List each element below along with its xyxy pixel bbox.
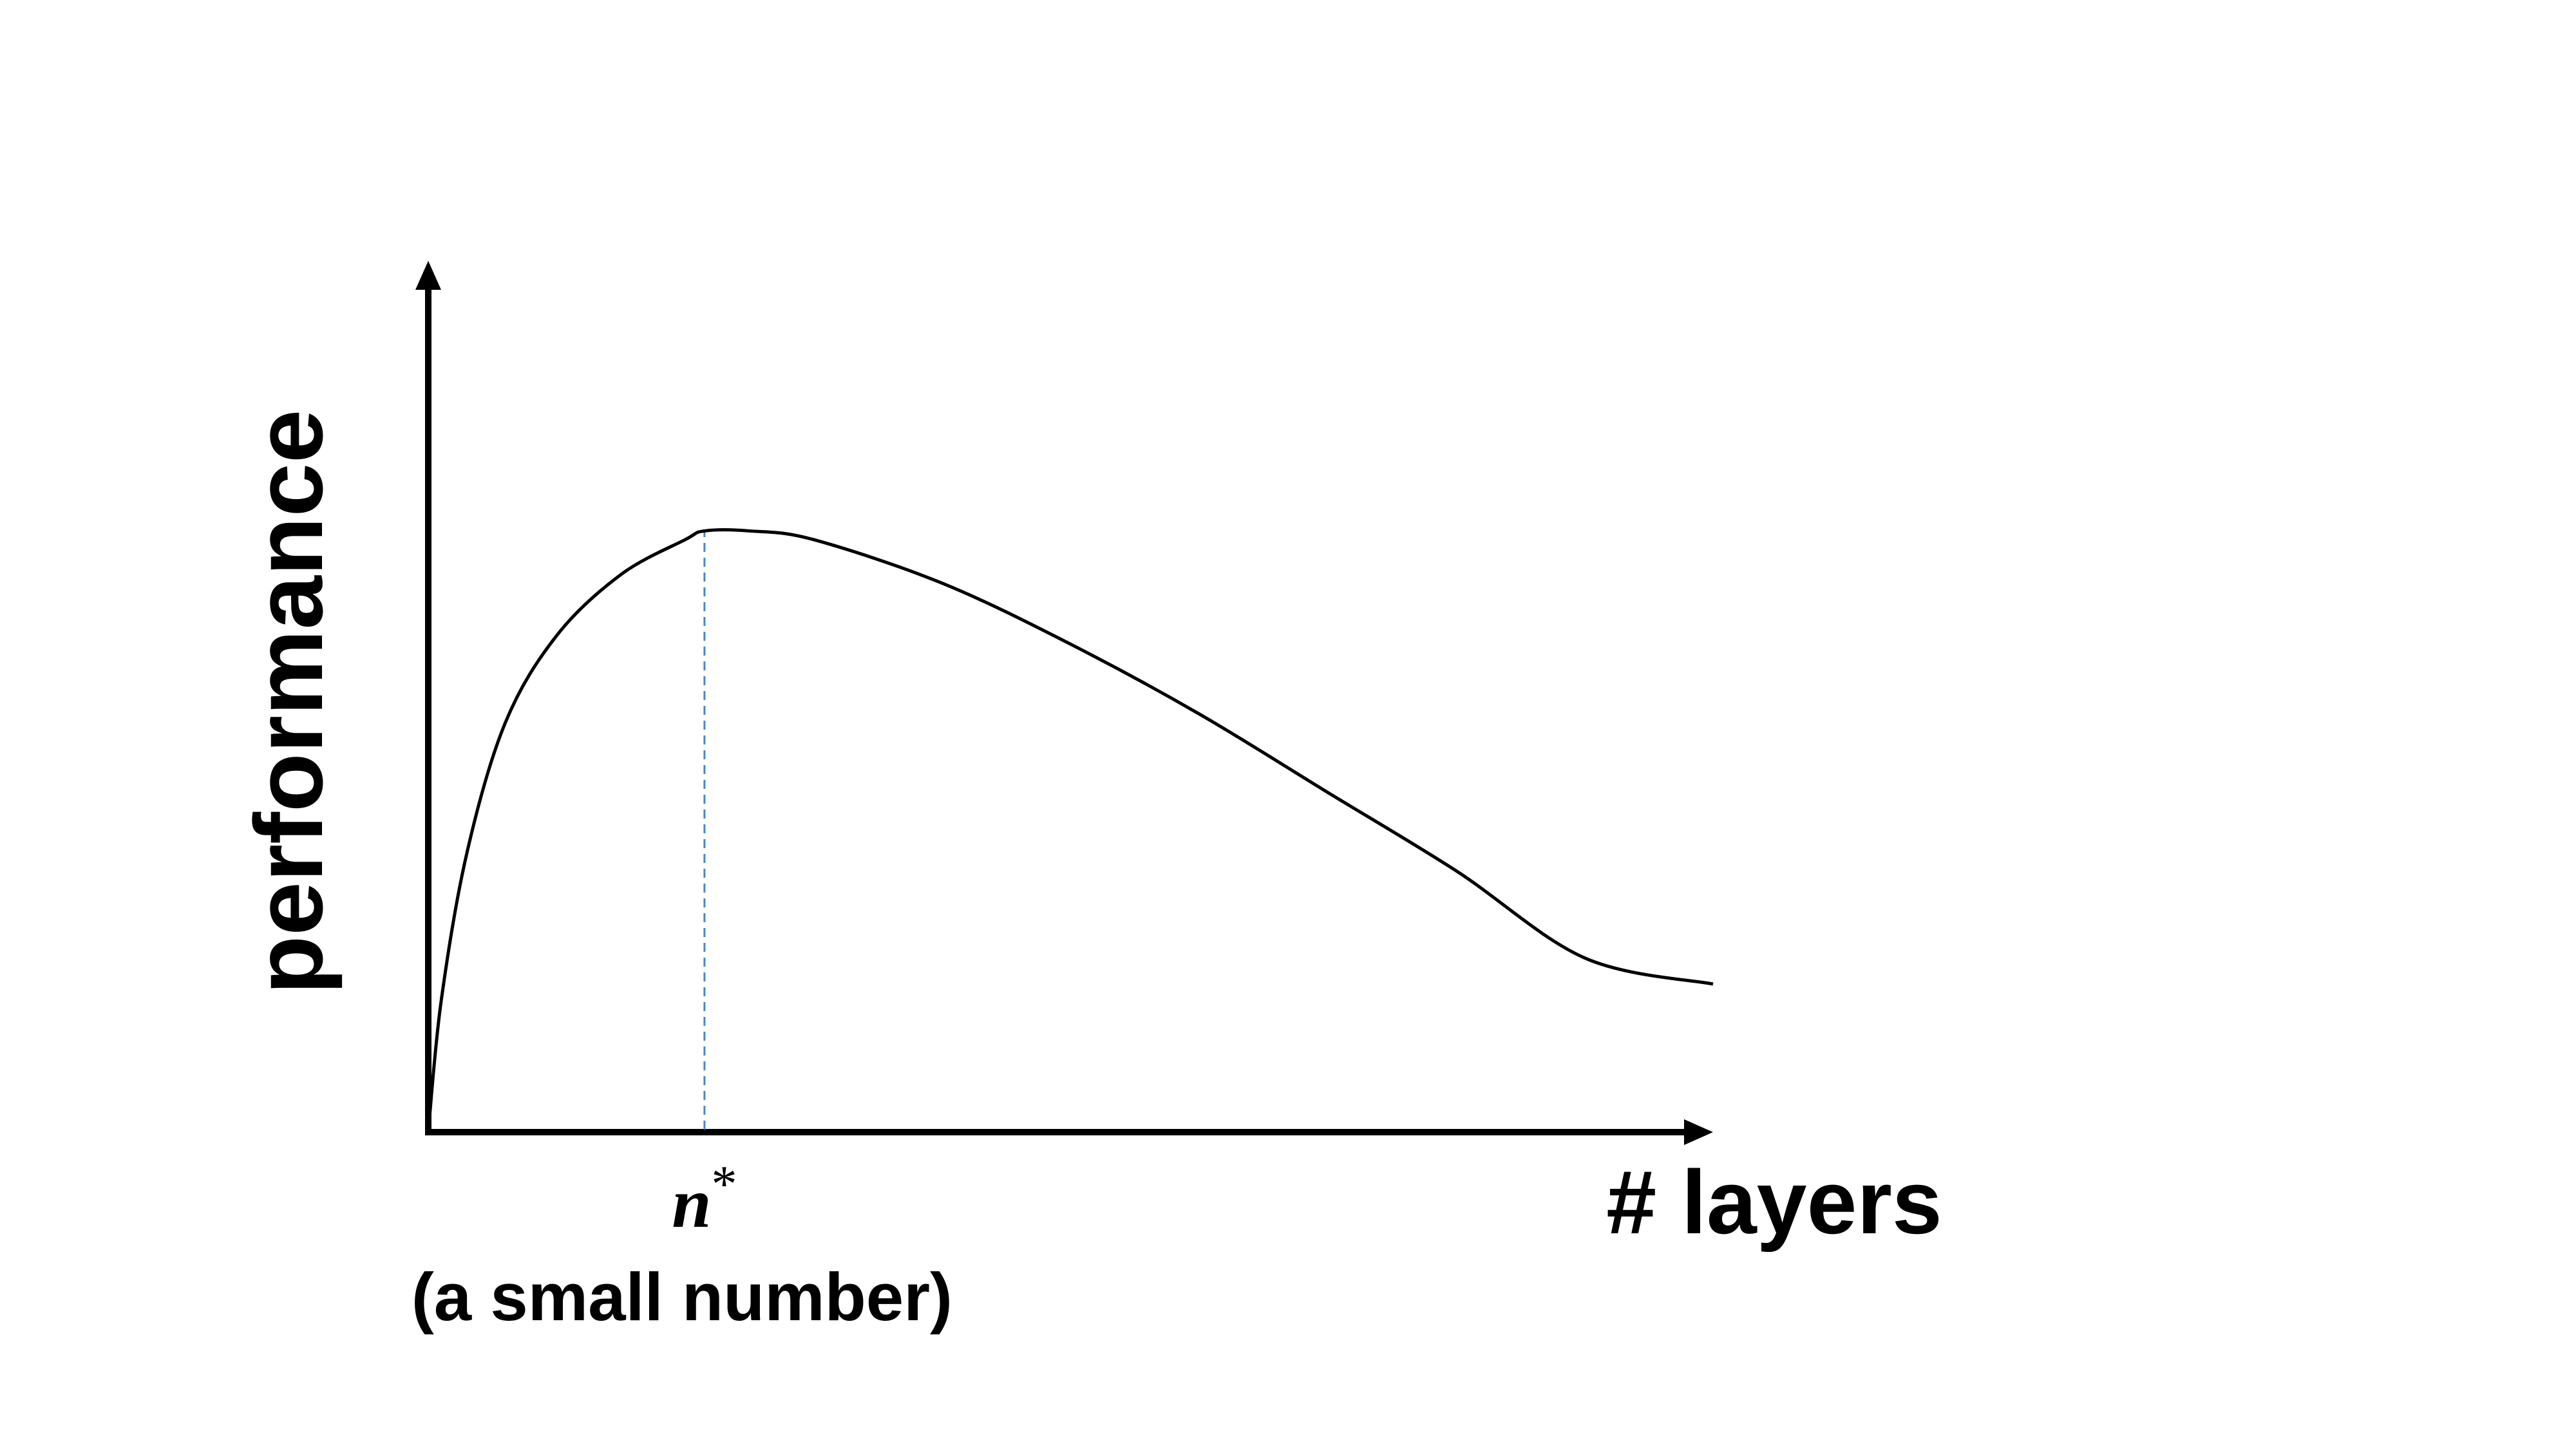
optimum-label-symbol: n	[672, 1164, 711, 1242]
optimum-sublabel: (a small number)	[412, 1260, 952, 1335]
y-axis-label: performance	[234, 410, 343, 995]
y-axis-arrowhead	[415, 261, 441, 290]
optimum-label: n*	[672, 1156, 737, 1242]
x-axis-arrowhead	[1684, 1119, 1713, 1145]
performance-curve	[426, 528, 1714, 1133]
axes	[415, 261, 1713, 1145]
optimum-label-superscript: *	[712, 1156, 737, 1213]
x-axis-label: # layers	[1606, 1151, 1942, 1253]
